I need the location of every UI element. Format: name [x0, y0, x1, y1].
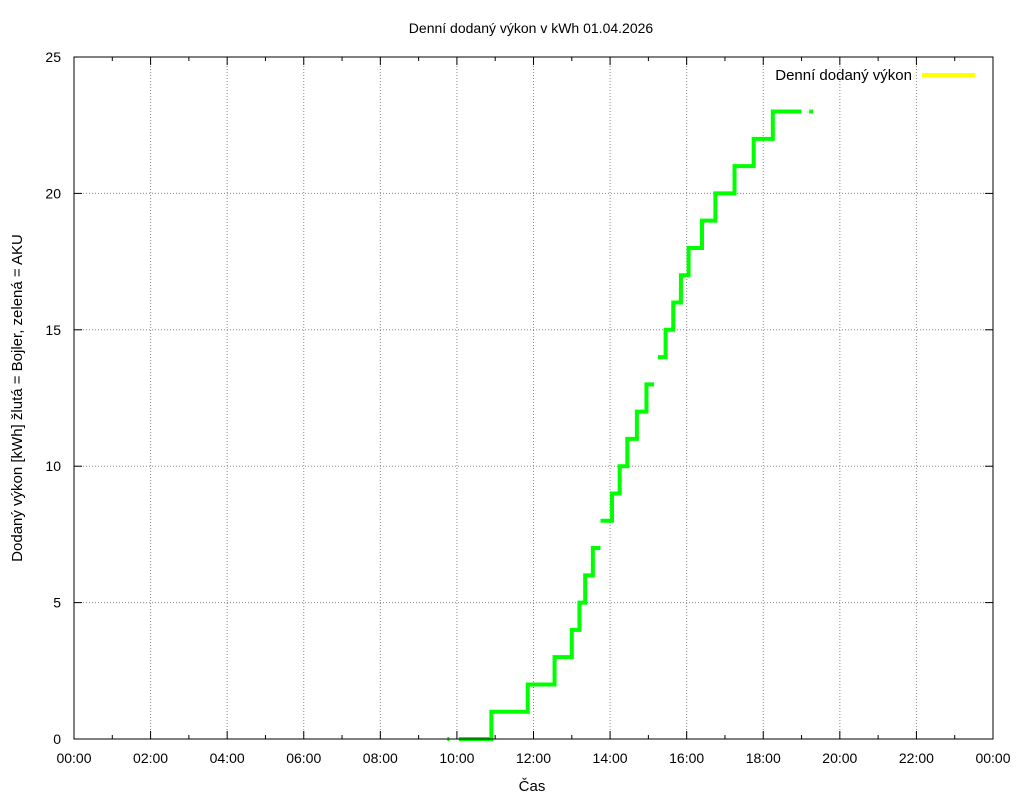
x-tick-label: 12:00 [516, 750, 551, 766]
x-tick-label: 20:00 [822, 750, 857, 766]
y-tick-label: 5 [53, 595, 61, 611]
y-axis-label: Dodaný výkon [kWh] žlutá = Bojler, zelen… [9, 234, 26, 562]
y-tick-label: 25 [45, 49, 61, 65]
legend: Denní dodaný výkon [775, 67, 975, 84]
y-tick-label: 15 [45, 322, 61, 338]
y-tick-labels: 0 5 10 15 20 25 [45, 49, 61, 747]
x-tick-label: 16:00 [669, 750, 704, 766]
x-tick-label: 04:00 [210, 750, 245, 766]
x-tick-label: 08:00 [363, 750, 398, 766]
y-tick-label: 10 [45, 458, 61, 474]
series-step-segment [458, 546, 601, 741]
series-step-segment [600, 382, 655, 523]
y-tick-label: 0 [53, 731, 61, 747]
series-layer [447, 109, 814, 741]
x-tick-label: 00:00 [975, 750, 1010, 766]
grid-lines [74, 57, 993, 739]
x-tick-label: 18:00 [746, 750, 781, 766]
plot-frame [73, 56, 994, 740]
legend-label: Denní dodaný výkon [775, 67, 912, 84]
x-tick-label: 02:00 [133, 750, 168, 766]
x-tick-label: 00:00 [56, 750, 91, 766]
x-axis-label: Čas [519, 778, 546, 795]
y-tick-label: 20 [45, 185, 61, 201]
series-step-segment [657, 109, 802, 360]
chart-title: Denní dodaný výkon v kWh 01.04.2026 [409, 20, 654, 36]
x-tick-label: 10:00 [439, 750, 474, 766]
x-tick-labels: 00:00 02:00 04:00 06:00 08:00 10:00 12:00 14:00… [56, 750, 1010, 766]
x-tick-label: 14:00 [593, 750, 628, 766]
x-tick-label: 22:00 [899, 750, 934, 766]
x-tick-label: 06:00 [286, 750, 321, 766]
